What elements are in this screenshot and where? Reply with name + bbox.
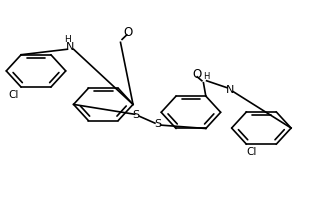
Text: Cl: Cl	[8, 90, 18, 100]
Text: H: H	[203, 72, 210, 81]
Text: S: S	[155, 119, 162, 129]
Text: Cl: Cl	[246, 147, 256, 157]
Text: N: N	[226, 85, 234, 95]
Text: S: S	[133, 110, 140, 120]
Text: H: H	[64, 35, 71, 44]
Text: O: O	[192, 68, 202, 81]
Text: N: N	[66, 42, 74, 52]
Text: O: O	[124, 26, 133, 39]
